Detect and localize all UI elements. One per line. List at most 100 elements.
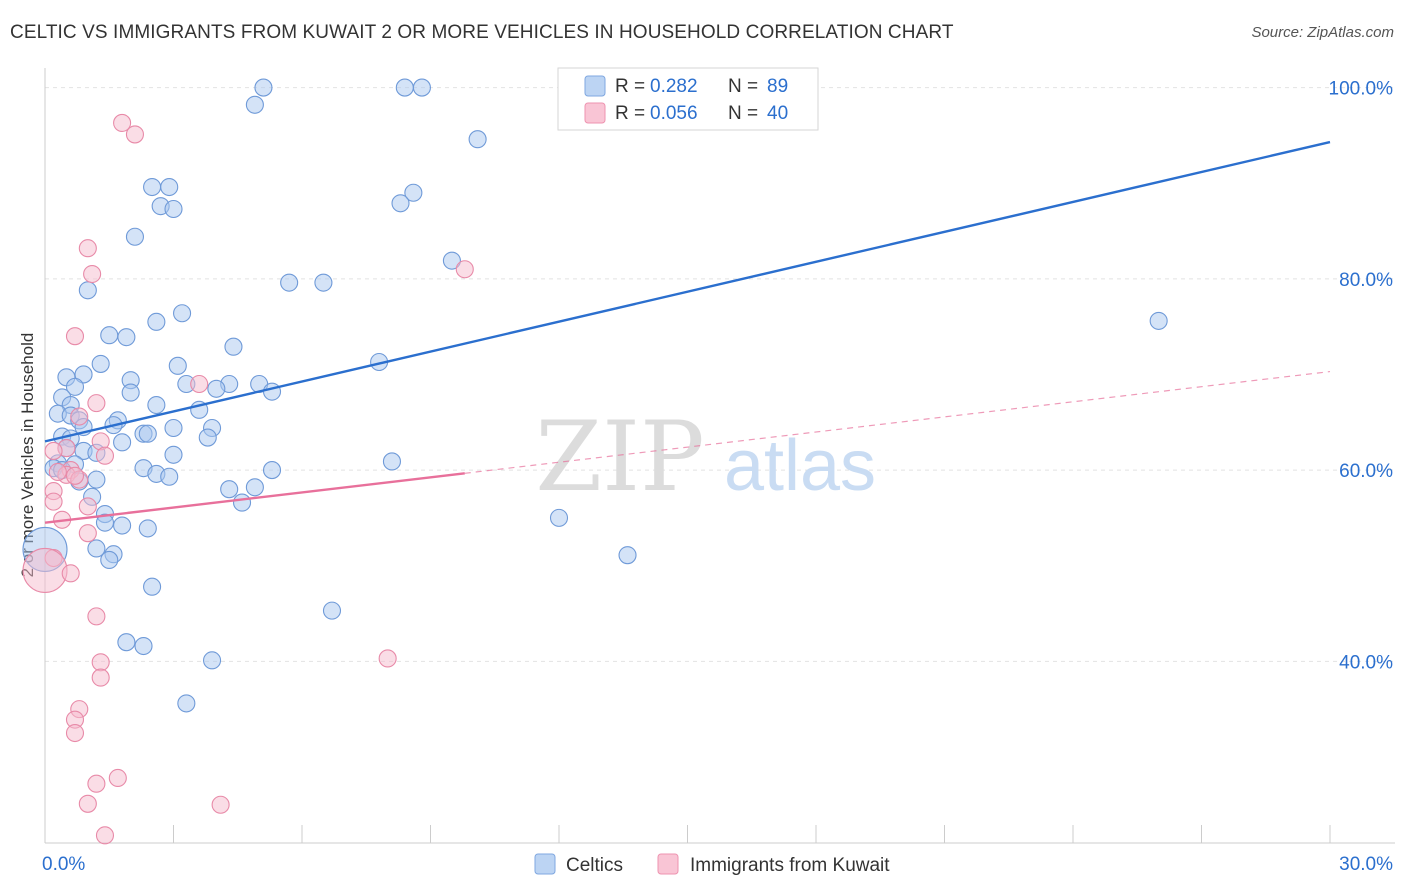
y-tick-label: 60.0% xyxy=(1339,461,1393,482)
celtics-point xyxy=(382,452,402,471)
watermark-zip: ZIP xyxy=(535,401,704,513)
celtics-point xyxy=(134,636,153,656)
celtics-point xyxy=(147,312,166,331)
kuwait-point xyxy=(61,564,80,583)
celtics-points xyxy=(22,78,1168,713)
kuwait-point xyxy=(125,125,144,144)
kuwait-point xyxy=(91,668,110,687)
kuwait-point xyxy=(78,524,97,543)
celtics-point xyxy=(322,601,342,620)
kuwait-point xyxy=(108,768,127,788)
kuwait-point xyxy=(87,607,106,626)
celtics-point xyxy=(549,508,569,527)
legend-r-value-celtics: 0.282 xyxy=(650,76,698,97)
legend-r-label-kuwait: R = xyxy=(615,103,645,124)
celtics-point xyxy=(245,95,264,114)
legend-n-value-celtics: 89 xyxy=(767,76,788,97)
watermark: ZIP atlas xyxy=(535,401,876,513)
celtics-point xyxy=(113,433,132,452)
celtics-point xyxy=(78,281,97,300)
celtics-point xyxy=(138,519,157,538)
y-tick-label: 40.0% xyxy=(1339,652,1393,673)
legend-swatch-bottom-celtics xyxy=(534,853,556,875)
kuwait-point xyxy=(91,653,110,672)
celtics-point xyxy=(95,513,115,532)
kuwait-point xyxy=(65,327,85,346)
trend-lines xyxy=(44,140,1331,524)
x-tick-label: 0.0% xyxy=(42,854,85,875)
celtics-point xyxy=(442,251,461,270)
legend-r-value-kuwait: 0.056 xyxy=(650,103,698,124)
celtics-point xyxy=(164,445,183,464)
celtics-point xyxy=(412,78,431,97)
celtics-point xyxy=(87,539,106,558)
y-tick-label: 80.0% xyxy=(1339,270,1393,291)
kuwait-point xyxy=(48,462,67,482)
celtics-point xyxy=(100,326,119,345)
celtics-point xyxy=(468,130,487,149)
celtics-point xyxy=(74,365,93,384)
kuwait-point xyxy=(22,547,68,594)
celtics-point xyxy=(404,183,423,202)
kuwait-point xyxy=(44,441,63,460)
celtics-point xyxy=(207,379,226,398)
kuwait-point xyxy=(78,497,97,516)
legend-r-label-celtics: R = xyxy=(615,76,645,97)
chart-title: CELTIC VS IMMIGRANTS FROM KUWAIT 2 OR MO… xyxy=(10,22,954,43)
celtics-point xyxy=(117,633,136,652)
kuwait-points xyxy=(22,113,474,845)
celtics-point xyxy=(232,493,252,512)
kuwait-point xyxy=(78,794,97,813)
celtics-point xyxy=(220,480,239,499)
celtics-point xyxy=(314,273,333,292)
celtics-point xyxy=(143,177,162,197)
legend-n-value-kuwait: 40 xyxy=(767,103,788,124)
axes-layer xyxy=(44,68,1395,844)
celtics-point xyxy=(117,328,136,347)
celtics-point xyxy=(1149,311,1168,330)
legend-label-kuwait: Immigrants from Kuwait xyxy=(690,855,890,876)
kuwait-point xyxy=(78,239,97,258)
celtics-point xyxy=(121,383,140,402)
kuwait-point xyxy=(190,374,209,394)
celtics-point xyxy=(168,356,187,375)
celtics-point xyxy=(100,550,119,570)
kuwait-point xyxy=(95,826,115,845)
kuwait-point xyxy=(211,795,230,814)
series-legend: Celtics Immigrants from Kuwait xyxy=(534,853,890,876)
correlation-legend: R = 0.282 N = 89 R = 0.056 N = 40 xyxy=(557,67,819,131)
celtics-point xyxy=(395,78,414,97)
celtics-point xyxy=(147,395,166,415)
celtics-point xyxy=(262,382,282,401)
celtics-point xyxy=(245,478,264,497)
celtics-point xyxy=(160,177,179,197)
celtics-point xyxy=(224,337,243,356)
celtics-point xyxy=(164,199,183,219)
legend-label-celtics: Celtics xyxy=(566,855,623,876)
celtics-point xyxy=(125,227,144,246)
celtics-point xyxy=(254,78,273,97)
kuwait-point xyxy=(378,649,397,668)
celtics-point xyxy=(618,546,637,565)
kuwait-point xyxy=(87,394,106,413)
celtics-point xyxy=(203,651,222,670)
kuwait-point xyxy=(455,260,474,279)
celtics-point xyxy=(391,194,410,213)
celtics-point xyxy=(87,470,106,489)
kuwait-point xyxy=(83,264,102,284)
kuwait-point xyxy=(70,407,89,426)
celtics-point xyxy=(160,467,179,486)
kuwait-point xyxy=(87,774,106,793)
celtics-point xyxy=(177,694,196,713)
watermark-atlas: atlas xyxy=(724,426,876,506)
kuwait-point xyxy=(65,723,85,743)
x-tick-label: 30.0% xyxy=(1339,854,1393,875)
celtics-point xyxy=(280,273,299,292)
celtics-point xyxy=(91,354,110,373)
celtics-point xyxy=(164,418,183,438)
legend-n-label-kuwait: N = xyxy=(728,103,758,124)
celtics-point xyxy=(65,377,85,396)
tick-labels: 40.0% 60.0% 80.0% 100.0% 0.0% 30.0% xyxy=(42,79,1393,875)
kuwait-point xyxy=(113,113,132,132)
legend-swatch-kuwait xyxy=(584,102,606,124)
